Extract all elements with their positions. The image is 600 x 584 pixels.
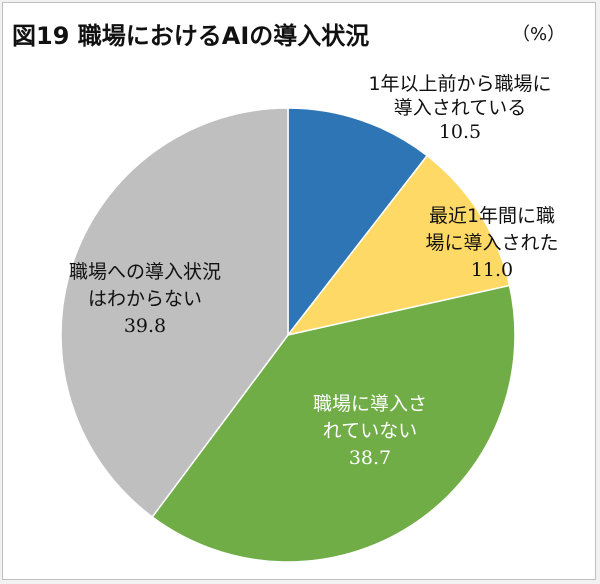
slice-label-line: 職場に導入さ	[313, 393, 427, 415]
slice-value-label: 38.7	[349, 447, 391, 469]
chart-title: 図19 職場におけるAIの導入状況	[12, 22, 369, 50]
pie-slice-4	[60, 107, 289, 519]
slice-label-line: れていない	[323, 420, 417, 442]
slice-label-line: はわからない	[88, 288, 202, 310]
slice-value-label: 39.8	[124, 315, 166, 337]
slice-value-label: 11.0	[471, 259, 513, 281]
slice-label-line: 1年以上前から職場に	[368, 73, 551, 95]
pie-slice-2	[286, 154, 511, 337]
slice-label-line: 導入されている	[394, 97, 526, 119]
slice-value-label: 10.5	[439, 121, 481, 143]
slice-label-line: 最近1年間に職	[429, 205, 555, 227]
slice-label-line: 職場への導入状況	[69, 261, 221, 283]
unit-label: （%）	[512, 24, 565, 45]
pie-slice-3	[151, 284, 516, 563]
pie-slice-1	[287, 107, 429, 338]
slice-label-line: 場に導入された	[425, 232, 558, 254]
